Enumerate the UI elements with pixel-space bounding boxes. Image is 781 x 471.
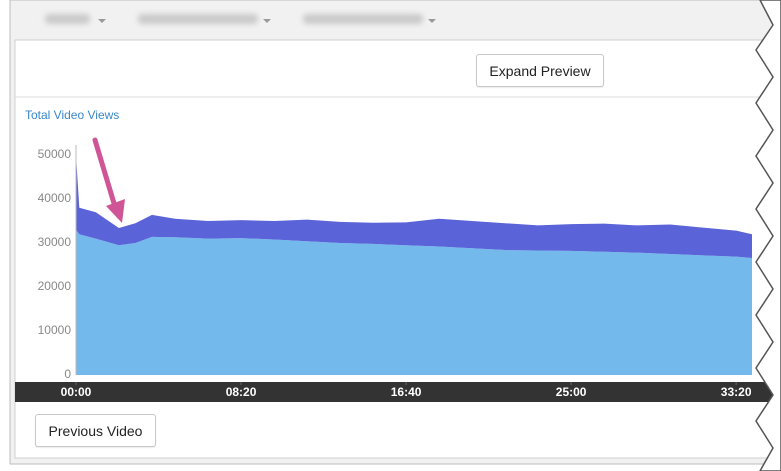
y-tick-label: 40000 xyxy=(38,191,72,205)
torn-edge xyxy=(755,0,781,471)
y-tick-label: 20000 xyxy=(38,279,72,293)
previous-video-button[interactable]: Previous Video xyxy=(35,414,156,447)
chart-title: Total Video Views xyxy=(25,108,119,122)
annotation-arrow xyxy=(92,137,119,213)
y-tick-label: 50000 xyxy=(38,147,72,161)
area xyxy=(76,229,752,375)
dropdown-carets xyxy=(98,19,436,23)
x-tick-label: 00:00 xyxy=(61,385,92,399)
x-tick-label: 25:00 xyxy=(556,385,587,399)
x-tick-label: 16:40 xyxy=(391,385,422,399)
annotation-arrowhead xyxy=(106,199,125,223)
x-axis-bar xyxy=(15,382,781,402)
x-tick-label: 33:20 xyxy=(721,385,752,399)
x-tick-label: 08:20 xyxy=(226,385,257,399)
y-tick-label: 30000 xyxy=(38,235,72,249)
y-tick-label: 10000 xyxy=(38,323,72,337)
blurred-dropdowns xyxy=(45,14,423,24)
y-tick-label: 0 xyxy=(64,367,71,381)
area xyxy=(76,155,752,258)
expand-preview-button[interactable]: Expand Preview xyxy=(476,54,604,87)
